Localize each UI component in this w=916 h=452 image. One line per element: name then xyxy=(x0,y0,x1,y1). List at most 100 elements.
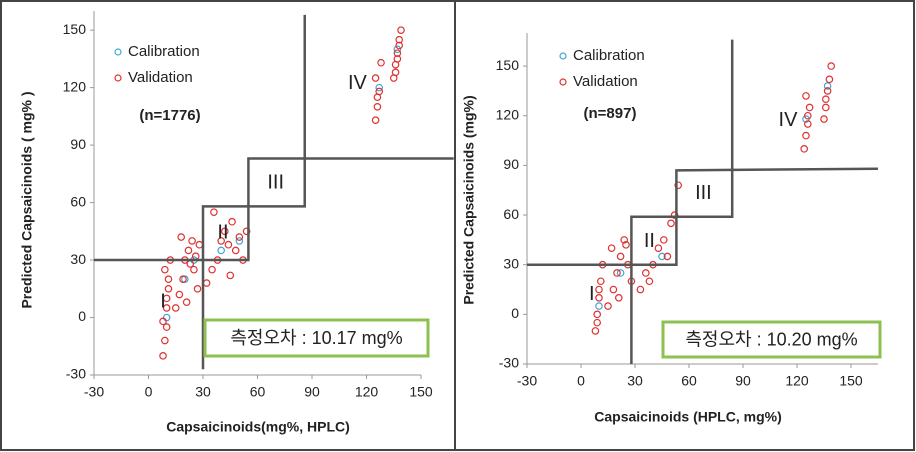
data-point xyxy=(224,240,233,249)
data-point xyxy=(827,62,836,70)
x-tick-label: 0 xyxy=(577,373,585,389)
data-point xyxy=(161,265,169,274)
data-point xyxy=(373,102,382,111)
data-point xyxy=(179,275,187,284)
data-point xyxy=(393,55,402,63)
x-tick-label: -30 xyxy=(84,384,104,400)
data-point xyxy=(596,277,605,286)
data-point xyxy=(210,208,218,216)
region-label: I xyxy=(589,283,595,305)
x-tick-label: 150 xyxy=(409,384,433,400)
sample-count: (n=897) xyxy=(584,105,637,122)
data-point xyxy=(593,310,602,319)
y-tick-label: 60 xyxy=(70,193,86,209)
legend-marker xyxy=(559,78,567,86)
data-point xyxy=(377,58,385,67)
data-point xyxy=(823,82,832,90)
y-tick-label: 0 xyxy=(78,308,86,324)
x-tick-label: 90 xyxy=(735,373,751,389)
data-point xyxy=(391,68,400,77)
data-point xyxy=(622,241,630,249)
y-tick-label: 30 xyxy=(70,251,86,267)
x-tick-label: 30 xyxy=(627,373,643,389)
y-tick-label: 150 xyxy=(496,57,520,73)
data-point xyxy=(217,246,225,255)
data-point xyxy=(395,35,404,44)
data-point xyxy=(164,275,173,284)
data-point xyxy=(593,318,602,327)
data-point xyxy=(620,236,629,244)
y-tick-label: 60 xyxy=(503,206,519,222)
data-point xyxy=(800,145,809,153)
x-tick-label: 120 xyxy=(785,373,809,389)
data-point xyxy=(177,233,186,241)
error-label: 측정오차 : 10.17 mg% xyxy=(230,328,402,348)
data-point xyxy=(395,41,404,50)
data-point xyxy=(595,285,603,294)
y-axis-title: Predicted Capsaicinoids (mg%) xyxy=(461,95,477,304)
data-point xyxy=(375,83,384,92)
x-axis-title: Capsaicinoids (HPLC, mg%) xyxy=(594,409,781,425)
x-tick-label: 30 xyxy=(195,384,211,400)
sample-count: (n=1776) xyxy=(139,107,200,124)
legend-marker xyxy=(114,74,122,82)
data-point xyxy=(190,265,198,274)
x-tick-label: 60 xyxy=(250,384,266,400)
data-point xyxy=(162,323,171,331)
data-point xyxy=(609,285,618,294)
data-point xyxy=(161,336,169,345)
data-point xyxy=(371,74,380,82)
y-tick-label: 120 xyxy=(496,106,520,122)
region-label: III xyxy=(695,182,712,204)
data-point xyxy=(221,227,229,236)
data-point xyxy=(821,95,830,104)
data-point xyxy=(184,246,193,255)
data-point xyxy=(658,252,666,261)
data-point xyxy=(659,236,668,244)
data-point xyxy=(159,317,167,326)
data-point xyxy=(371,116,380,125)
y-tick-label: 30 xyxy=(503,255,519,271)
x-tick-label: -30 xyxy=(517,373,537,389)
data-point xyxy=(641,269,650,277)
data-point xyxy=(616,269,625,277)
data-point xyxy=(825,75,834,84)
data-point xyxy=(820,115,828,123)
data-point xyxy=(228,217,236,226)
legend-label: Calibration xyxy=(128,43,200,60)
y-axis-title: Predicted Capsaicinoids ( mg% ) xyxy=(19,91,35,308)
data-point xyxy=(667,219,675,228)
x-tick-label: 120 xyxy=(355,384,379,400)
data-point xyxy=(175,290,184,299)
data-point xyxy=(595,302,603,310)
x-tick-label: 90 xyxy=(304,384,320,400)
legend-label: Validation xyxy=(128,69,193,86)
legend-label: Validation xyxy=(573,73,638,90)
data-point xyxy=(217,237,225,245)
data-point xyxy=(604,302,612,310)
data-point xyxy=(802,131,810,140)
data-point xyxy=(591,327,600,335)
data-point xyxy=(393,49,402,57)
data-point xyxy=(393,45,402,54)
data-point xyxy=(162,294,171,303)
y-tick-label: -30 xyxy=(499,355,519,371)
data-point xyxy=(616,252,625,261)
data-point xyxy=(231,246,240,255)
data-point xyxy=(614,293,623,302)
region-label: II xyxy=(644,230,655,252)
data-point xyxy=(235,233,244,241)
x-tick-label: 60 xyxy=(681,373,697,389)
data-point xyxy=(670,211,679,219)
data-point xyxy=(803,111,812,120)
data-point xyxy=(159,352,167,360)
y-tick-label: 0 xyxy=(511,305,519,321)
data-point xyxy=(595,293,603,302)
data-point xyxy=(613,269,621,277)
data-point xyxy=(235,237,244,245)
data-point xyxy=(803,120,812,128)
x-axis-title: Capsaicinoids(mg%, HPLC) xyxy=(166,419,350,435)
y-tick-label: -30 xyxy=(66,366,86,382)
data-point xyxy=(162,304,171,312)
